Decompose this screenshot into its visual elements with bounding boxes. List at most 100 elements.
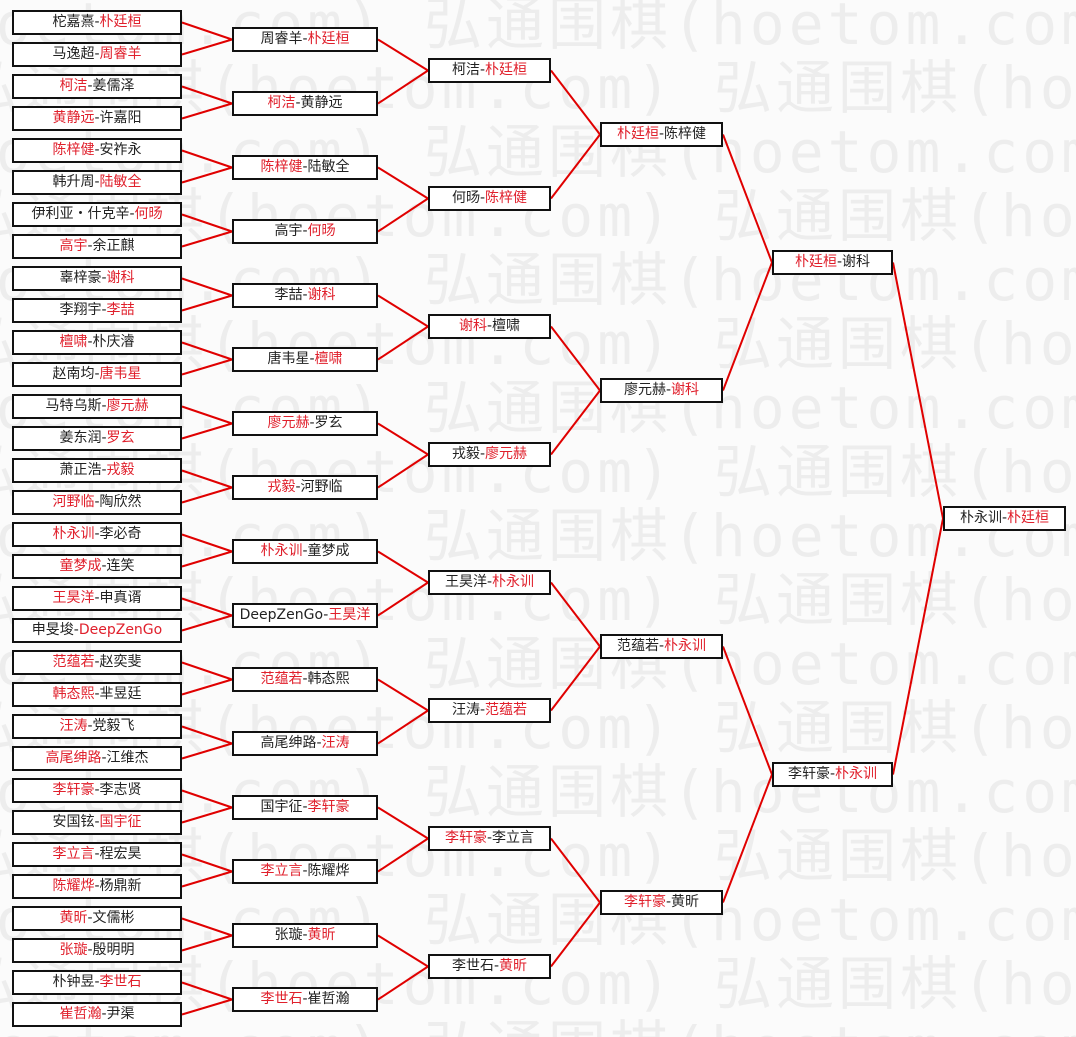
bracket-connector [181,213,233,233]
match-box: 李立言-陈耀烨 [232,859,378,884]
bracket-connector [377,709,429,745]
player-left: 韩态熙 [52,686,95,702]
bracket-connector [181,998,233,1016]
player-right: 申真谞 [99,590,142,606]
separator: - [94,526,100,542]
match-box: 范蕴若-朴永训 [600,634,723,659]
match-box: 陈梓健-陆敏全 [232,155,378,180]
separator: - [1001,510,1008,526]
bracket-connector [181,486,233,504]
separator: - [94,846,100,862]
bracket-connector [722,646,773,775]
bracket-connector [550,581,601,648]
match-box: 李翔宇-李喆 [12,298,182,323]
match-box: 李世石-崔哲瀚 [232,987,378,1012]
bracket-connector [181,870,233,888]
bracket-connector [377,678,429,712]
player-left: 李世石 [451,958,494,974]
player-right: 陈耀烨 [307,863,350,879]
match-box: 马特乌斯-廖元赫 [12,394,182,419]
separator: - [302,31,308,47]
match-box: 李世石-黄昕 [428,954,551,979]
separator: - [486,574,493,590]
bracket-connector [181,678,233,696]
bracket-connector [181,981,233,1001]
match-box: 李轩豪-李志贤 [12,778,182,803]
bracket-connector [377,69,429,105]
player-right: 朴永训 [835,766,878,782]
player-right: 周睿羊 [99,46,142,62]
separator: - [295,95,301,111]
player-left: 黄静远 [52,110,95,126]
player-right: 连笑 [106,558,135,574]
separator: - [101,462,107,478]
bracket-connector [377,453,429,489]
player-right: 谢科 [106,270,135,286]
separator: - [665,894,672,910]
player-left: 伊利亚・什克辛 [31,206,130,222]
separator: - [665,382,672,398]
player-right: 李世石 [99,974,142,990]
bracket-connector [181,789,233,809]
match-box: 戎毅-河野临 [232,475,378,500]
player-left: 申旻埈 [31,622,74,638]
separator: - [302,863,308,879]
match-box: 谢科-檀啸 [428,314,551,339]
bracket-connector [377,325,429,361]
match-box: 张璇-黄昕 [232,923,378,948]
separator: - [94,174,100,190]
bracket-connector [550,901,601,968]
separator: - [94,974,100,990]
separator: - [316,735,322,751]
bracket-connector [377,166,429,200]
bracket-connector [181,469,233,489]
bracket-connector [722,774,773,903]
player-left: 韩升周 [52,174,95,190]
player-left: 戎毅 [267,479,296,495]
player-left: 廖元赫 [623,382,666,398]
bracket-connector [181,38,233,56]
player-right: 朴廷桓 [307,31,350,47]
separator: - [479,62,486,78]
match-box: 周睿羊-朴廷桓 [232,27,378,52]
player-right: 谢科 [307,287,336,303]
player-right: 谢科 [671,382,700,398]
separator: - [486,318,493,334]
player-right: 韩态熙 [307,671,350,687]
player-left: 范蕴若 [260,671,303,687]
bracket-connector [181,614,233,632]
separator: - [658,638,665,654]
separator: - [302,671,308,687]
match-box: 高尾绅路-汪涛 [232,731,378,756]
player-right: 李立言 [492,830,535,846]
player-right: 童梦成 [307,543,350,559]
player-left: 范蕴若 [52,654,95,670]
separator: - [87,78,93,94]
player-left: 汪涛 [59,718,88,734]
bracket-connector [550,837,601,904]
separator: - [94,14,100,30]
player-right: 朴廷桓 [1007,510,1050,526]
player-right: 芈昱廷 [99,686,142,702]
bracket-connector [377,550,429,584]
player-left: 周睿羊 [260,31,303,47]
separator: - [302,223,308,239]
bracket-connector [550,389,601,456]
match-box: 黄昕-文儒彬 [12,906,182,931]
separator: - [302,159,308,175]
bracket-connector [181,341,233,361]
bracket-connector [181,725,233,745]
player-right: 崔哲瀚 [307,991,350,1007]
separator: - [101,750,107,766]
match-box: 崔哲瀚-尹渠 [12,1002,182,1027]
match-box: 檀啸-朴庆濬 [12,330,182,355]
separator: - [302,543,308,559]
bracket-connector [722,262,773,391]
player-right: 江维杰 [106,750,149,766]
separator: - [302,287,308,303]
player-left: 黄昕 [59,910,88,926]
player-left: 辜梓豪 [59,270,102,286]
bracket-connector [550,645,601,712]
player-left: 朴永训 [52,526,95,542]
